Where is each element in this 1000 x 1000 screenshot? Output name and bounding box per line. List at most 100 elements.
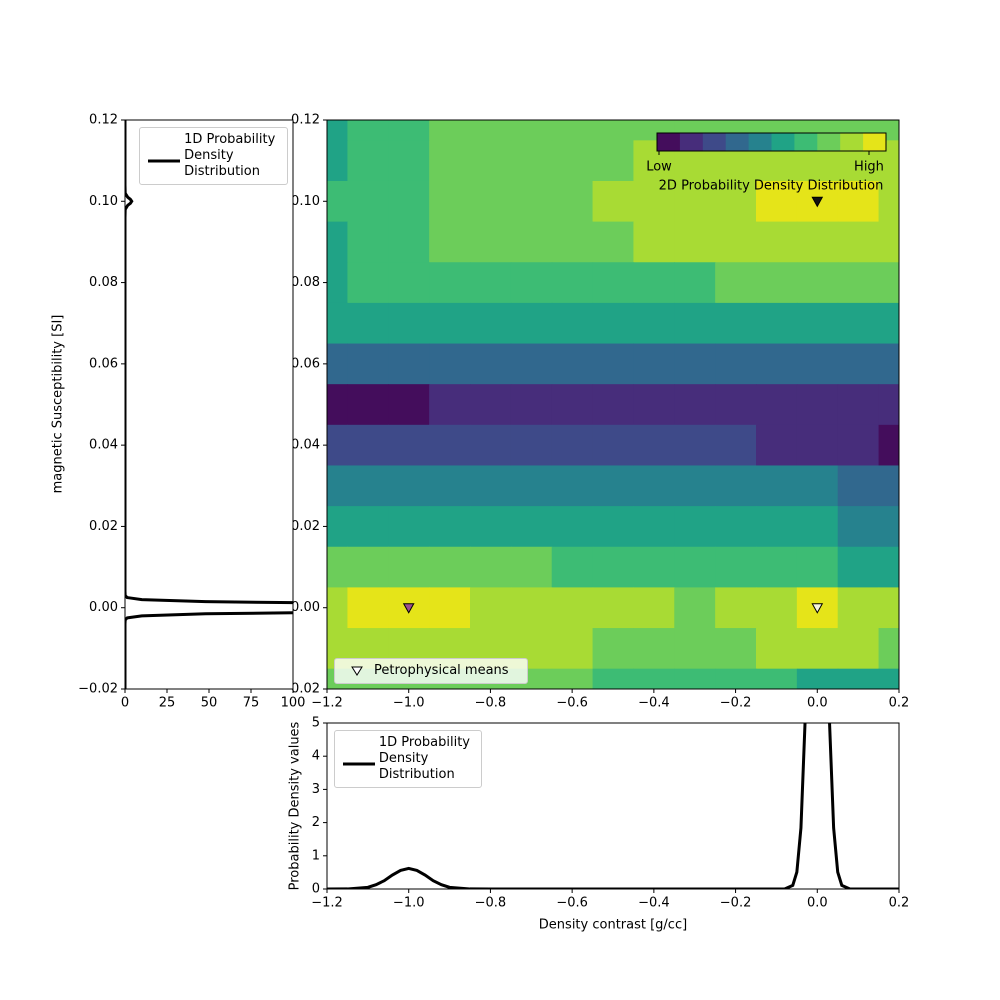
contour-cell bbox=[715, 668, 757, 689]
colorbar-swatch bbox=[794, 133, 818, 151]
contour-cell bbox=[388, 120, 430, 141]
scatter-point bbox=[811, 196, 824, 208]
x-tick-label: −0.2 bbox=[720, 696, 752, 711]
contour-cell bbox=[837, 302, 880, 345]
contour-cell bbox=[837, 668, 880, 689]
contour-cell bbox=[347, 262, 389, 304]
y-tick-label: −0.02 bbox=[78, 682, 118, 697]
contour-cell bbox=[327, 120, 349, 141]
contour-cell bbox=[674, 424, 716, 467]
contour-cell bbox=[633, 506, 675, 548]
contour-cell bbox=[837, 180, 880, 223]
contour-cell bbox=[347, 120, 389, 141]
axes-background bbox=[125, 120, 293, 689]
contour-cell bbox=[347, 302, 389, 345]
y-tick-label: 0.08 bbox=[291, 275, 320, 290]
contour-cell bbox=[756, 668, 798, 689]
contour-cell bbox=[388, 384, 430, 426]
contour-cell bbox=[796, 221, 839, 263]
y-tick-label: 1 bbox=[312, 848, 320, 863]
contour-cell bbox=[756, 180, 798, 223]
contour-cell bbox=[796, 343, 839, 385]
x-tick-label: −0.4 bbox=[638, 896, 670, 911]
legend: 1D Probability Density Distribution bbox=[334, 730, 482, 788]
contour-cell bbox=[470, 343, 512, 385]
contour-cell bbox=[388, 424, 430, 467]
contour-cell bbox=[327, 262, 349, 304]
legend: Petrophysical means bbox=[334, 658, 528, 684]
contour-cell bbox=[715, 465, 757, 507]
contour-cell bbox=[470, 140, 512, 182]
contour-cell bbox=[878, 668, 899, 689]
legend-label: 1D Probability Density Distribution bbox=[378, 735, 470, 782]
colorbar-swatch bbox=[657, 133, 681, 151]
contour-cell bbox=[592, 628, 635, 670]
contour-cell bbox=[429, 140, 471, 182]
contour-cell bbox=[715, 262, 757, 304]
contour-cell bbox=[715, 343, 757, 385]
contour-cell bbox=[592, 424, 635, 467]
contour-cell bbox=[327, 302, 349, 345]
contour-cell bbox=[347, 384, 389, 426]
contour-cell bbox=[327, 384, 349, 426]
contour-cell bbox=[510, 262, 553, 304]
legend-swatch bbox=[351, 666, 363, 676]
contour-cell bbox=[510, 180, 553, 223]
contour-cell bbox=[470, 424, 512, 467]
colorbar-swatch bbox=[702, 133, 727, 151]
contour-cell bbox=[470, 302, 512, 345]
scatter-point bbox=[811, 603, 824, 614]
x-tick-label: −0.8 bbox=[475, 896, 507, 911]
contour-cell bbox=[551, 668, 594, 689]
contour-cell bbox=[674, 628, 716, 670]
axes-frame bbox=[326, 722, 900, 890]
contour-cell bbox=[633, 587, 675, 629]
x-tick-label: 50 bbox=[201, 696, 218, 711]
contour-cell bbox=[715, 628, 757, 670]
contour-cell bbox=[551, 384, 594, 426]
contour-cell bbox=[878, 302, 899, 345]
x-tick-label: 0.0 bbox=[807, 896, 828, 911]
contour-cell bbox=[327, 221, 349, 263]
y-tick-label: 5 bbox=[312, 716, 320, 731]
contour-cell bbox=[429, 506, 471, 548]
contour-cell bbox=[429, 343, 471, 385]
contour-cell bbox=[674, 465, 716, 507]
axes-frame bbox=[326, 119, 900, 690]
contour-cell bbox=[429, 120, 471, 141]
contour-cell bbox=[756, 262, 798, 304]
colorbar-swatch bbox=[863, 133, 887, 151]
y-tick-label: 0 bbox=[312, 882, 320, 897]
contour-cell bbox=[551, 587, 594, 629]
contour-cell bbox=[347, 343, 389, 385]
x-tick-label: −1.2 bbox=[311, 896, 343, 911]
contour-cell bbox=[592, 343, 635, 385]
contour-cell bbox=[551, 546, 594, 588]
contour-cell bbox=[388, 180, 430, 223]
contour-cell bbox=[674, 384, 716, 426]
contour-cell bbox=[327, 180, 349, 223]
contour-cell bbox=[796, 668, 839, 689]
contour-cell bbox=[674, 587, 716, 629]
contour-cell bbox=[756, 587, 798, 629]
contour-cell bbox=[592, 384, 635, 426]
contour-cell bbox=[429, 262, 471, 304]
y-tick-label: 0.00 bbox=[291, 600, 320, 615]
contour-cell bbox=[551, 140, 594, 182]
legend-swatch bbox=[343, 762, 375, 766]
y-tick-label: 0.02 bbox=[89, 519, 118, 534]
contour-cell bbox=[327, 424, 349, 467]
contour-cell bbox=[715, 302, 757, 345]
x-tick-label: −0.2 bbox=[720, 896, 752, 911]
contour-cell bbox=[674, 180, 716, 223]
x-tick-label: −1.0 bbox=[393, 896, 425, 911]
contour-cell bbox=[878, 384, 899, 426]
contour-cell bbox=[429, 221, 471, 263]
x-axis-label: Density contrast [g/cc] bbox=[539, 918, 687, 933]
contour-cell bbox=[551, 628, 594, 670]
colorbar-swatch bbox=[771, 133, 795, 151]
contour-cell bbox=[756, 628, 798, 670]
contour-cell bbox=[429, 424, 471, 467]
